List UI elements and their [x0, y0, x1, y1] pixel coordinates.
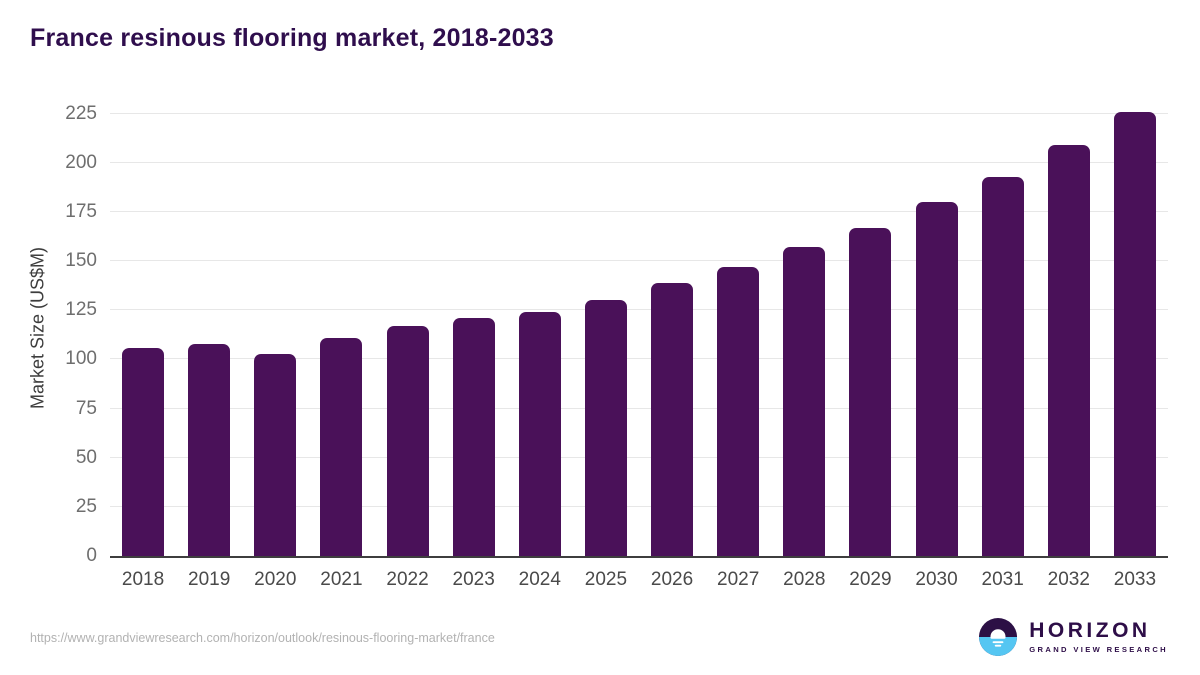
x-tick-2018: 2018	[121, 569, 165, 590]
bar-2032	[1047, 145, 1090, 556]
bar-band-2025	[573, 100, 639, 556]
x-tick-2027: 2027	[717, 569, 760, 590]
bar-2021	[320, 337, 363, 556]
y-tick-150: 150	[65, 250, 97, 272]
gridline-125	[110, 309, 1168, 311]
bar-2024	[518, 312, 561, 556]
x-tick-2032: 2032	[1047, 569, 1090, 590]
bar-band-2033	[1102, 100, 1168, 556]
bar-band-2028	[771, 100, 837, 556]
x-tick-2033: 2033	[1113, 569, 1157, 590]
bar-2026	[651, 282, 694, 556]
bar-band-2024	[507, 100, 573, 556]
x-tick-2029: 2029	[849, 569, 892, 590]
bar-2025	[584, 300, 627, 556]
bar-band-2022	[375, 100, 441, 556]
bar-band-2027	[705, 100, 771, 556]
logo-brand: HORIZON	[1029, 618, 1151, 642]
bar-2033	[1113, 111, 1156, 556]
x-tick-2028: 2028	[783, 569, 826, 590]
source-url: https://www.grandviewresearch.com/horizo…	[30, 631, 495, 645]
bar-band-2032	[1036, 100, 1102, 556]
x-tick-2021: 2021	[320, 569, 363, 590]
bar-2030	[915, 202, 958, 556]
y-tick-0: 0	[86, 545, 97, 566]
bar-band-2023	[441, 100, 507, 556]
gridline-75	[110, 407, 1168, 409]
x-tick-2025: 2025	[584, 569, 628, 590]
bar-2019	[188, 343, 231, 556]
gridline-100	[110, 358, 1168, 360]
x-labels: 2018 2019 2020 2021 2022 2023 2024 2025 2026 2027…	[110, 569, 1168, 591]
x-tick-2030: 2030	[915, 569, 958, 590]
bar-2020	[254, 353, 297, 556]
bar-2023	[452, 318, 495, 556]
horizon-logo-text: HORIZON GRAND VIEW RESEARCH	[1029, 618, 1168, 655]
y-tick-100: 100	[65, 348, 97, 370]
bar-band-2021	[308, 100, 374, 556]
gridline-50	[110, 456, 1168, 458]
gridline-200	[110, 161, 1168, 163]
bar-band-2020	[242, 100, 308, 556]
logo-subbrand: GRAND VIEW RESEARCH	[1029, 645, 1168, 655]
bar-2022	[386, 326, 429, 556]
y-tick-200: 200	[65, 151, 97, 173]
bar-2029	[849, 227, 892, 556]
bar-2028	[783, 247, 826, 556]
gridline-175	[110, 211, 1168, 213]
y-tick-225: 225	[65, 102, 97, 124]
plot-area: Market Size (US$M) 2018 2019 2020 2021 2022 2…	[28, 100, 1168, 590]
bar-2031	[981, 176, 1024, 556]
y-tick-175: 175	[65, 201, 97, 223]
y-tick-75: 75	[75, 397, 97, 419]
y-tick-50: 50	[75, 446, 97, 468]
x-tick-2024: 2024	[518, 569, 561, 590]
bar-band-2031	[970, 100, 1036, 556]
bar-band-2019	[176, 100, 242, 556]
bars	[110, 100, 1168, 556]
x-tick-2022: 2022	[386, 569, 429, 590]
bar-band-2026	[639, 100, 705, 556]
x-tick-2020: 2020	[254, 569, 297, 590]
bar-band-2030	[904, 100, 970, 556]
chart-title: France resinous flooring market, 2018-20…	[30, 24, 554, 52]
y-axis-title: Market Size (US$M)	[27, 246, 48, 410]
bar-2018	[122, 347, 165, 556]
y-tick-25: 25	[75, 495, 97, 517]
bar-2027	[717, 267, 760, 556]
gridline-150	[110, 260, 1168, 262]
bar-band-2018	[110, 100, 176, 556]
x-tick-2019: 2019	[188, 569, 231, 590]
horizon-logo: HORIZON GRAND VIEW RESEARCH	[978, 617, 1168, 657]
x-tick-2026: 2026	[650, 569, 694, 590]
y-tick-125: 125	[65, 299, 97, 321]
gridline-225	[110, 112, 1168, 114]
gridline-25	[110, 505, 1168, 507]
x-tick-2031: 2031	[981, 569, 1024, 590]
bar-band-2029	[837, 100, 903, 556]
horizon-logo-icon	[979, 618, 1018, 656]
x-tick-2023: 2023	[452, 569, 495, 590]
